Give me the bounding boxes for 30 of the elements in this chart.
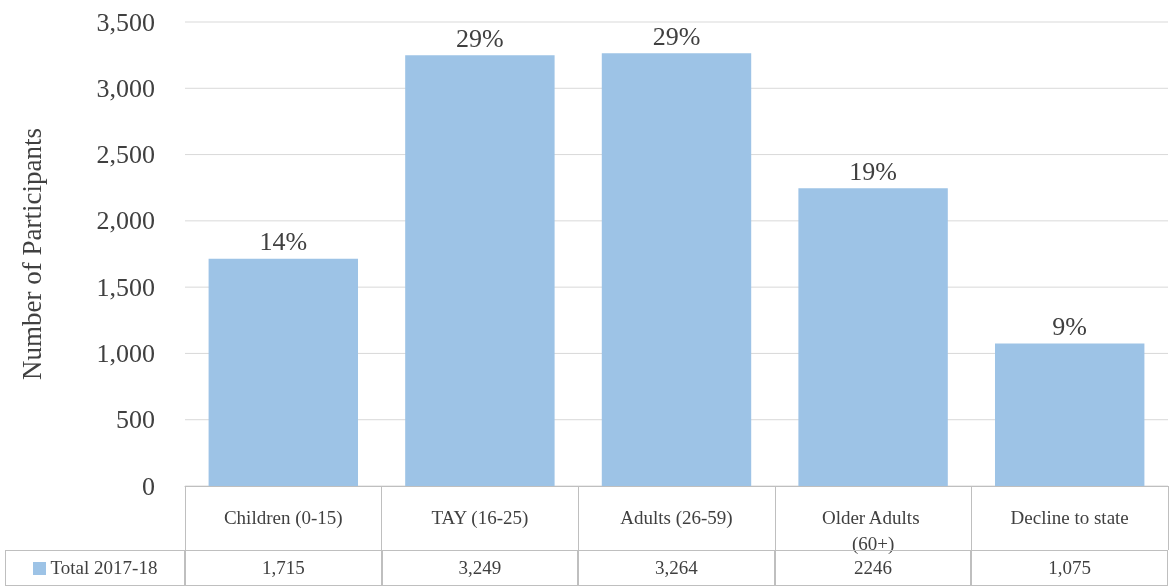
x-tick-label: Adults (26-59) xyxy=(620,506,733,529)
y-tick-label: 2,500 xyxy=(96,140,155,170)
y-tick-label: 3,500 xyxy=(96,7,155,37)
bar xyxy=(601,53,752,486)
bar xyxy=(405,55,555,486)
y-tick-label: 1,000 xyxy=(96,338,155,368)
data-label: 3,264 xyxy=(655,557,698,579)
annotation: 9% xyxy=(1052,311,1088,341)
annotation: 29% xyxy=(456,23,504,53)
data-label: 1,715 xyxy=(261,557,305,579)
data-label: 3,249 xyxy=(458,557,502,579)
y-tick-label: 500 xyxy=(116,405,155,435)
data-label: 1,075 xyxy=(1048,557,1092,579)
annotation: 14% xyxy=(259,227,308,257)
y-axis-title: Number of Participants xyxy=(16,128,47,380)
x-tick-label: Children (0-15) xyxy=(223,506,343,529)
bar xyxy=(994,343,1145,486)
annotation: 19% xyxy=(849,156,897,186)
x-tick-label: Older Adults (60+) xyxy=(821,506,925,555)
y-tick-label: 0 xyxy=(142,471,155,501)
bar xyxy=(798,188,948,486)
legend-label: Total 2017-18 xyxy=(50,557,158,579)
data-label: 2246 xyxy=(854,557,893,579)
bar xyxy=(208,258,359,486)
y-tick-label: 1,500 xyxy=(96,272,155,302)
y-tick-label: 3,000 xyxy=(96,73,155,103)
y-tick-label: 2,000 xyxy=(96,206,155,236)
x-tick-label: Decline to state xyxy=(1010,506,1129,528)
annotation: 29% xyxy=(652,21,701,51)
x-tick-label: TAY (16-25) xyxy=(431,506,529,529)
